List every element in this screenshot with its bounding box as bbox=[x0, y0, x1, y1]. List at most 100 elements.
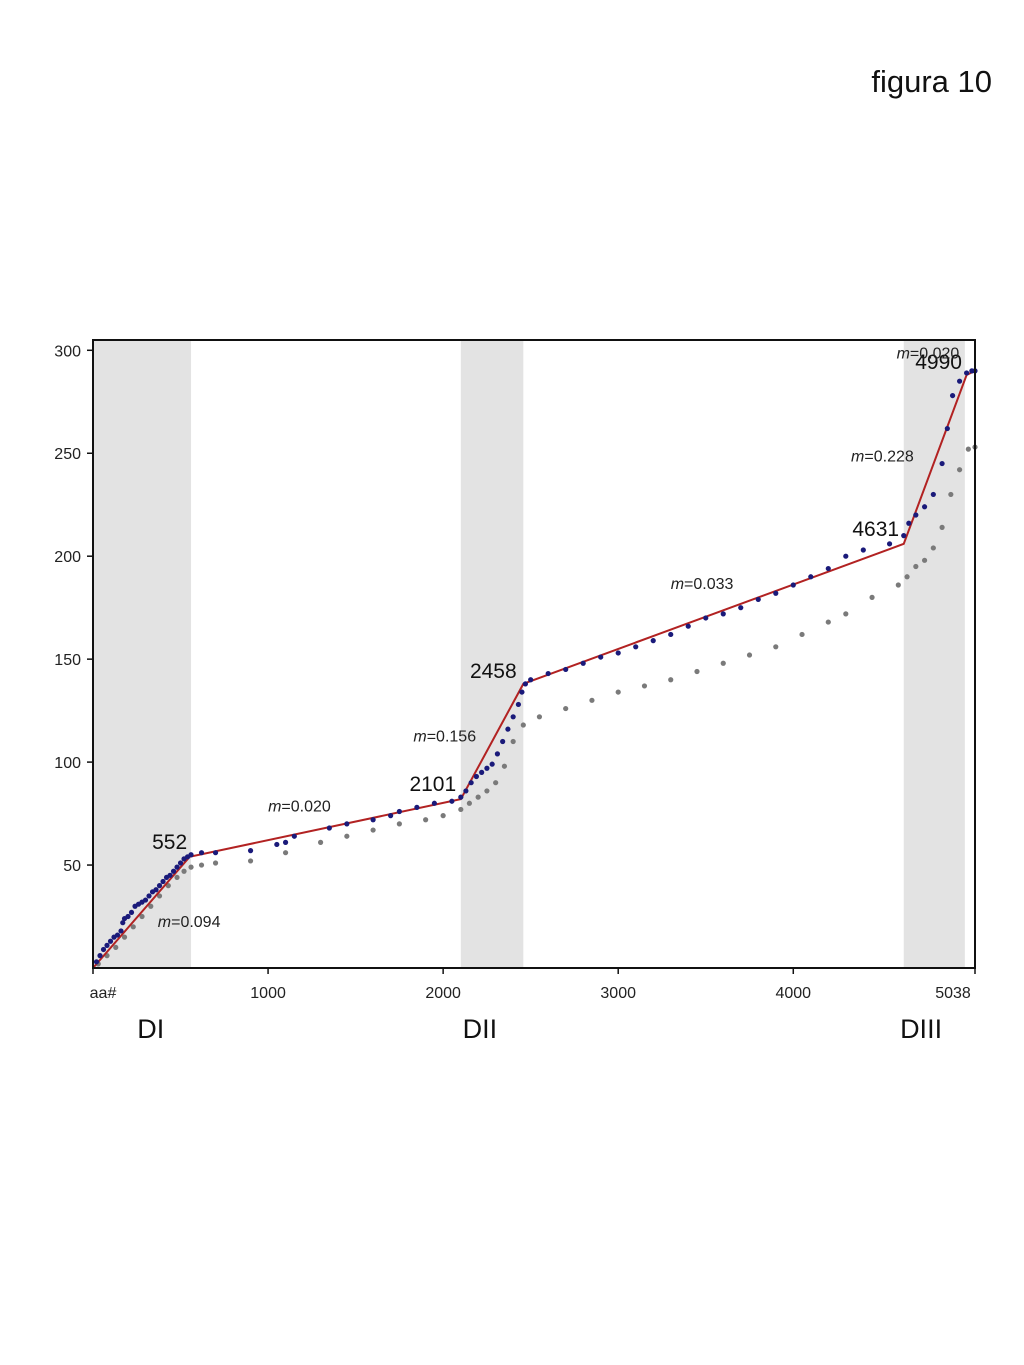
data-point bbox=[519, 689, 525, 695]
data-point bbox=[212, 850, 219, 856]
data-point bbox=[963, 370, 970, 376]
data-point bbox=[104, 942, 110, 948]
data-point bbox=[174, 864, 180, 870]
data-point bbox=[170, 868, 177, 874]
data-point bbox=[685, 623, 691, 629]
data-point bbox=[414, 804, 420, 810]
data-point bbox=[668, 631, 674, 638]
data-point bbox=[589, 697, 595, 703]
data-point bbox=[921, 504, 928, 510]
data-point bbox=[650, 638, 656, 644]
data-point bbox=[326, 825, 332, 831]
shaded-domains bbox=[93, 340, 965, 968]
data-point bbox=[396, 821, 402, 827]
domain-label: DI bbox=[137, 1014, 164, 1044]
data-point bbox=[167, 872, 173, 878]
data-point bbox=[466, 800, 472, 806]
data-point bbox=[944, 425, 950, 432]
data-point bbox=[181, 868, 187, 874]
data-point bbox=[188, 852, 194, 858]
data-point bbox=[120, 920, 126, 926]
data-point bbox=[431, 800, 437, 806]
data-point bbox=[520, 722, 526, 728]
data-point bbox=[484, 765, 490, 771]
data-point bbox=[139, 913, 145, 920]
breakpoint-label: 2101 bbox=[409, 773, 456, 796]
data-point bbox=[773, 590, 779, 596]
data-point bbox=[615, 650, 621, 656]
data-point bbox=[528, 677, 534, 683]
plot-frame bbox=[92, 339, 976, 969]
data-point bbox=[580, 660, 586, 666]
fit-line bbox=[92, 369, 976, 969]
data-point bbox=[510, 738, 516, 745]
y-tick-label: 250 bbox=[54, 446, 81, 463]
data-point bbox=[615, 689, 621, 695]
data-point bbox=[440, 813, 446, 819]
slope-symbol: m bbox=[671, 576, 684, 593]
data-point bbox=[100, 946, 107, 953]
data-point bbox=[949, 392, 956, 399]
y-tick-label: 50 bbox=[63, 858, 81, 875]
data-point bbox=[869, 594, 875, 600]
data-point bbox=[633, 644, 639, 650]
data-point bbox=[97, 953, 103, 959]
breakpoint-label: 4990 bbox=[915, 351, 962, 374]
data-point bbox=[790, 582, 796, 588]
data-point bbox=[274, 841, 280, 848]
data-point bbox=[906, 520, 912, 526]
data-point bbox=[799, 631, 805, 638]
data-point bbox=[291, 833, 297, 839]
data-point bbox=[423, 817, 429, 823]
data-point bbox=[921, 557, 928, 563]
data-point bbox=[773, 644, 779, 650]
slope-label: m=0.156 bbox=[413, 729, 476, 746]
data-point bbox=[128, 909, 135, 916]
shaded-region-0 bbox=[93, 340, 192, 968]
data-point bbox=[563, 705, 569, 712]
data-point bbox=[901, 533, 907, 539]
data-point bbox=[198, 862, 205, 868]
data-point bbox=[370, 817, 376, 823]
data-point bbox=[148, 903, 154, 909]
data-point bbox=[317, 839, 324, 846]
data-point bbox=[121, 934, 128, 940]
domain-label: DII bbox=[463, 1014, 498, 1044]
data-point bbox=[755, 596, 761, 603]
data-point bbox=[142, 897, 149, 903]
x-tick-label: 2000 bbox=[425, 985, 461, 1002]
slope-label: m=0.033 bbox=[671, 576, 734, 593]
data-point bbox=[965, 446, 971, 452]
data-point bbox=[641, 683, 648, 689]
data-point bbox=[522, 681, 529, 687]
y-tick-label: 200 bbox=[54, 549, 81, 566]
data-point bbox=[843, 553, 849, 559]
breakpoint-label: 4631 bbox=[852, 518, 899, 541]
slope-label: m=0.020 bbox=[268, 799, 331, 816]
data-point bbox=[563, 666, 569, 673]
x-tick-label: 5038 bbox=[935, 985, 971, 1002]
data-point bbox=[282, 850, 289, 856]
slope-value: =0.020 bbox=[910, 346, 959, 363]
data-point bbox=[505, 726, 511, 732]
data-point bbox=[388, 813, 394, 819]
y-tick-label: 100 bbox=[54, 755, 81, 772]
data-point bbox=[282, 839, 289, 846]
slope-label: m=0.094 bbox=[158, 914, 221, 931]
slope-symbol: m bbox=[268, 799, 281, 816]
slope-symbol: m bbox=[158, 914, 171, 931]
data-point bbox=[536, 714, 543, 720]
data-point bbox=[177, 860, 184, 866]
data-point bbox=[156, 893, 163, 899]
data-point bbox=[484, 788, 490, 794]
data-point bbox=[808, 574, 814, 580]
data-point bbox=[720, 660, 726, 666]
y-tick-label: 150 bbox=[54, 652, 81, 669]
data-point bbox=[598, 654, 604, 660]
data-point bbox=[188, 864, 194, 870]
data-point bbox=[694, 668, 700, 675]
data-point bbox=[493, 780, 499, 786]
shaded-region-2 bbox=[903, 340, 965, 968]
annotations: 5522101245846314990m=0.094m=0.020m=0.156… bbox=[137, 346, 962, 1044]
data-point bbox=[458, 794, 464, 800]
